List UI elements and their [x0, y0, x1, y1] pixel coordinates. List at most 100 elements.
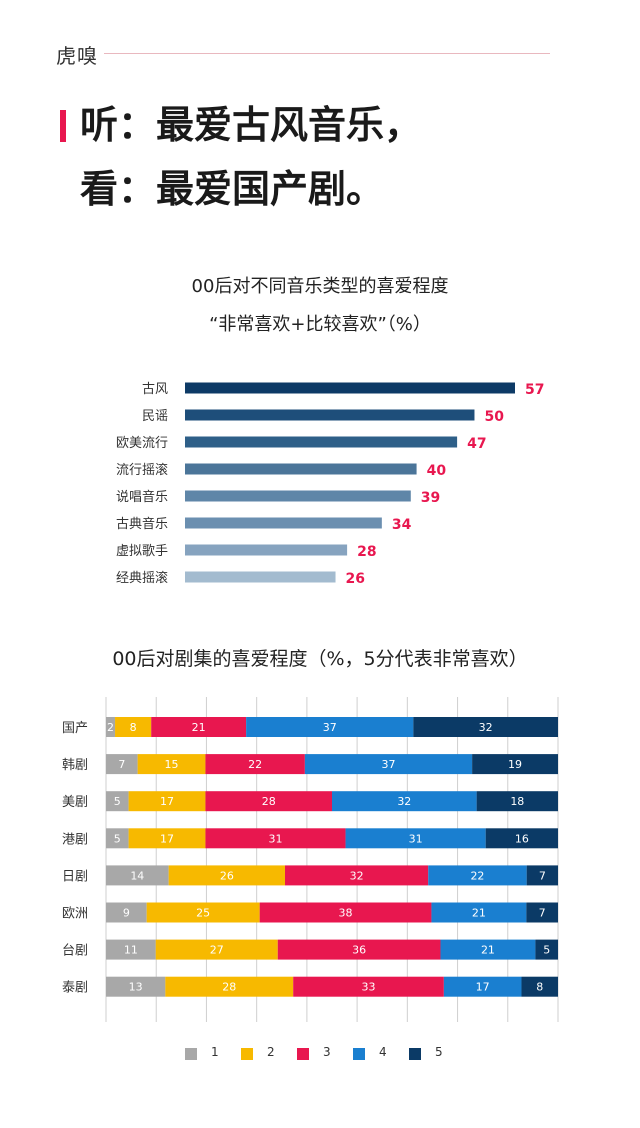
- music-value-label: 40: [427, 463, 447, 479]
- drama-bar-segment: [293, 976, 444, 997]
- legend-label: 4: [379, 1045, 387, 1059]
- drama-bar-segment: [259, 902, 432, 923]
- drama-bar-segment: [413, 717, 558, 737]
- drama-chart-title: 00后对剧集的喜爱程度（%，5分代表非常喜欢）: [112, 648, 528, 670]
- drama-bar-segment: [535, 939, 558, 960]
- music-value-label: 26: [346, 571, 365, 587]
- music-chart-subtitle: “非常喜欢+比较喜欢”（%）: [209, 314, 431, 335]
- music-bar: [185, 463, 417, 475]
- music-preference-chart: 古风 57 民谣 50 欧美流行 47 流行摇滚 40 说唱音乐 39 古典音乐 34 虚拟歌手 28 经典…: [116, 382, 545, 587]
- drama-segment-label: 36: [352, 944, 366, 957]
- drama-segment-label: 5: [543, 944, 550, 957]
- drama-bar-segment: [277, 939, 441, 960]
- music-value-label: 47: [467, 436, 486, 452]
- drama-bar-segment: [485, 828, 558, 849]
- drama-segment-label: 28: [222, 981, 236, 994]
- drama-segment-label: 33: [362, 981, 376, 994]
- drama-bar-segment: [128, 828, 206, 849]
- music-category-label: 古典音乐: [116, 516, 168, 532]
- music-bar: [185, 490, 411, 502]
- drama-segment-label: 14: [130, 869, 144, 882]
- drama-segment-label: 5: [114, 832, 121, 845]
- music-category-label: 说唱音乐: [116, 489, 168, 505]
- drama-bar-segment: [106, 791, 129, 812]
- drama-bar-segment: [137, 754, 206, 775]
- legend-swatch: [353, 1048, 365, 1060]
- music-bar: [185, 544, 348, 556]
- drama-segment-label: 2: [107, 721, 114, 734]
- drama-bar-segment: [476, 791, 558, 812]
- music-value-label: 57: [525, 382, 544, 398]
- drama-category-label: 美剧: [62, 795, 88, 810]
- drama-bar-segment: [246, 717, 414, 737]
- music-value-label: 39: [421, 490, 440, 506]
- drama-bar-segment: [106, 902, 147, 923]
- drama-bar-segment: [106, 865, 169, 886]
- drama-category-label: 欧洲: [62, 907, 88, 922]
- drama-segment-label: 9: [123, 907, 130, 920]
- drama-segment-label: 16: [515, 832, 529, 845]
- music-bar: [185, 409, 475, 421]
- drama-bar-segment: [165, 976, 294, 997]
- drama-segment-label: 37: [382, 758, 396, 771]
- legend-label: 3: [323, 1045, 331, 1059]
- drama-segment-label: 7: [118, 758, 125, 771]
- drama-segment-label: 8: [130, 721, 137, 734]
- brand-logo: 虎嗅: [56, 44, 98, 68]
- drama-segment-label: 19: [508, 758, 522, 771]
- legend-swatch: [297, 1048, 309, 1060]
- drama-category-label: 泰剧: [62, 981, 88, 996]
- music-bar: [185, 571, 336, 583]
- music-value-label: 50: [484, 409, 504, 425]
- music-bar: [185, 517, 382, 529]
- legend-label: 2: [267, 1045, 275, 1059]
- music-category-label: 经典摇滚: [116, 570, 168, 586]
- drama-bar-segment: [205, 791, 332, 812]
- music-category-label: 欧美流行: [116, 436, 168, 451]
- music-value-label: 28: [357, 544, 376, 560]
- drama-bar-segment: [115, 717, 152, 737]
- drama-bar-segment: [431, 902, 527, 923]
- drama-segment-label: 31: [269, 832, 283, 845]
- drama-segment-label: 37: [323, 721, 337, 734]
- drama-segment-label: 25: [196, 907, 210, 920]
- legend-swatch: [241, 1048, 253, 1060]
- header-divider: [104, 53, 550, 54]
- music-category-label: 虚拟歌手: [116, 544, 168, 559]
- music-category-label: 流行摇滚: [116, 462, 168, 478]
- drama-bar-segment: [440, 939, 536, 960]
- drama-segment-label: 7: [539, 869, 546, 882]
- legend-label: 5: [435, 1045, 443, 1059]
- drama-bar-segment: [521, 976, 558, 997]
- drama-segment-label: 32: [479, 721, 493, 734]
- drama-category-label: 日剧: [62, 869, 88, 884]
- drama-segment-label: 27: [210, 944, 224, 957]
- drama-category-label: 台剧: [62, 944, 88, 959]
- drama-segment-label: 31: [409, 832, 423, 845]
- drama-category-label: 港剧: [62, 832, 88, 847]
- drama-bar-segment: [151, 717, 247, 737]
- music-category-label: 民谣: [142, 409, 168, 424]
- drama-segment-label: 21: [472, 907, 486, 920]
- music-bar: [185, 436, 458, 448]
- drama-bar-segment: [106, 717, 116, 737]
- drama-segment-label: 38: [339, 907, 353, 920]
- drama-segment-label: 5: [114, 795, 121, 808]
- headline-line-2: 看：最爱国产剧。: [80, 167, 385, 211]
- drama-bar-segment: [146, 902, 260, 923]
- drama-bar-segment: [332, 791, 477, 812]
- drama-bar-segment: [106, 976, 166, 997]
- drama-segment-label: 21: [192, 721, 206, 734]
- drama-bar-segment: [345, 828, 486, 849]
- drama-segment-label: 17: [160, 795, 174, 808]
- drama-bar-segment: [106, 754, 138, 775]
- legend-label: 1: [211, 1045, 219, 1059]
- drama-segment-label: 32: [397, 795, 411, 808]
- drama-bar-segment: [106, 828, 129, 849]
- drama-segment-label: 32: [350, 869, 364, 882]
- drama-segment-label: 15: [165, 758, 179, 771]
- drama-bar-segment: [168, 865, 286, 886]
- drama-bar-segment: [443, 976, 522, 997]
- drama-segment-label: 17: [476, 981, 490, 994]
- drama-segment-label: 18: [510, 795, 524, 808]
